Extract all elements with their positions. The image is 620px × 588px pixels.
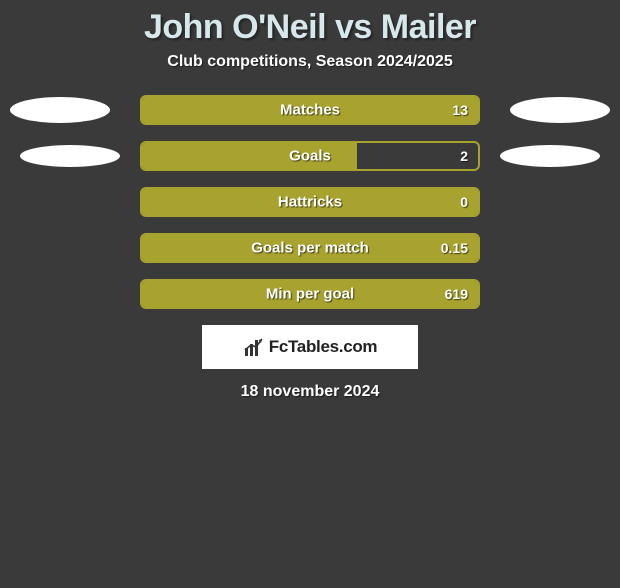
stat-value: 0 (460, 194, 468, 210)
stat-value: 13 (452, 102, 468, 118)
stat-row: Goals 2 (0, 141, 620, 171)
left-ellipse (20, 145, 120, 167)
stat-label: Matches (280, 102, 340, 119)
stat-row: Matches 13 (0, 95, 620, 125)
subtitle: Club competitions, Season 2024/2025 (0, 53, 620, 71)
stat-row: Hattricks 0 (0, 187, 620, 217)
stat-value: 0.15 (441, 240, 468, 256)
stat-bar-track: Min per goal 619 (140, 279, 480, 309)
stat-value: 619 (445, 286, 468, 302)
player1-name: John O'Neil (144, 8, 326, 46)
stat-bar-track: Goals per match 0.15 (140, 233, 480, 263)
logo-text: FcTables.com (269, 337, 378, 357)
player2-name: Mailer (381, 8, 476, 46)
comparison-title: John O'Neil vs Mailer (0, 8, 620, 47)
stat-value: 2 (460, 148, 468, 164)
stat-row: Goals per match 0.15 (0, 233, 620, 263)
stat-rows-container: Matches 13 Goals 2 Hattricks 0 Goals per match… (0, 95, 620, 309)
stat-label: Min per goal (266, 286, 354, 303)
stat-row: Min per goal 619 (0, 279, 620, 309)
left-ellipse (10, 97, 110, 123)
stat-bar-track: Matches 13 (140, 95, 480, 125)
stat-bar-track: Goals 2 (140, 141, 480, 171)
logo-box: FcTables.com (202, 325, 418, 369)
date-text: 18 november 2024 (0, 383, 620, 401)
right-ellipse (510, 97, 610, 123)
stat-label: Hattricks (278, 194, 342, 211)
logo-inner: FcTables.com (243, 336, 378, 358)
stat-label: Goals per match (251, 240, 369, 257)
right-ellipse (500, 145, 600, 167)
logo-chart-icon (243, 336, 265, 358)
stat-bar-track: Hattricks 0 (140, 187, 480, 217)
stat-label: Goals (289, 148, 331, 165)
vs-text: vs (335, 8, 372, 46)
